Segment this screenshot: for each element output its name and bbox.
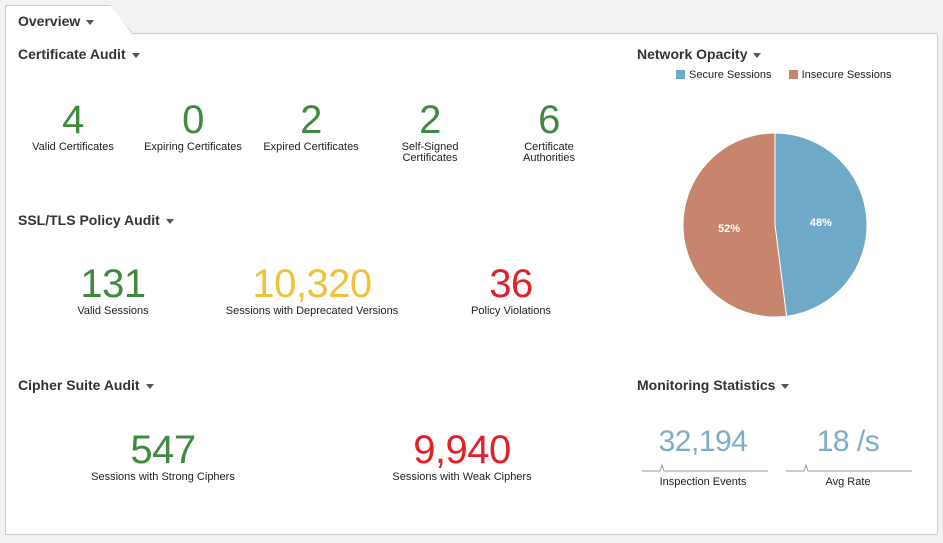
certificate-audit-title-text: Certificate Audit — [18, 46, 126, 62]
metric-weak-ciphers: 9,940 Sessions with Weak Ciphers — [392, 430, 531, 483]
chevron-down-icon — [165, 218, 174, 224]
metric-label: Certificates — [402, 152, 458, 164]
pie-slice-secure-sessions[interactable] — [774, 132, 868, 317]
chevron-down-icon — [145, 383, 154, 389]
metric-value: 10,320 — [252, 262, 372, 306]
metric-valid-certificates: 4 Valid Certificates — [32, 100, 114, 153]
metric-label: Sessions with Deprecated Versions — [225, 305, 399, 317]
legend-label-secure: Secure Sessions — [689, 69, 772, 81]
metric-label: Certificate — [524, 141, 574, 153]
metric-self-signed-certificates: 2 Self-Signed Certificates — [402, 100, 459, 164]
metric-inspection-events: 32,194 Inspection Events — [659, 427, 748, 488]
network-opacity-pie-chart: 48% 52% — [682, 132, 868, 318]
inspection-events-sparkline — [642, 463, 768, 472]
cipher-suite-audit-title[interactable]: Cipher Suite Audit — [18, 377, 154, 393]
pie-data-label: 48% — [810, 217, 832, 229]
tab-overview-label: Overview — [18, 13, 81, 29]
metric-value: 2 — [300, 98, 322, 142]
chevron-down-icon — [753, 52, 762, 58]
legend-swatch-secure — [676, 70, 685, 79]
metric-label: Valid Sessions — [77, 305, 149, 317]
legend-item-insecure[interactable]: Insecure Sessions — [788, 69, 892, 81]
metric-expiring-certificates: 0 Expiring Certificates — [144, 100, 242, 153]
network-opacity-title-text: Network Opacity — [637, 46, 748, 62]
pie-legend: Secure Sessions Insecure Sessions — [676, 69, 906, 81]
metric-deprecated-versions: 10,320 Sessions with Deprecated Versions — [226, 264, 398, 317]
metric-label: Policy Violations — [471, 305, 551, 317]
metric-policy-violations: 36 Policy Violations — [471, 264, 551, 317]
metric-label: Authorities — [523, 152, 575, 164]
metric-label: Inspection Events — [659, 476, 747, 488]
metric-value: 18 /s — [816, 425, 880, 458]
metric-value: 6 — [538, 98, 560, 142]
cipher-suite-audit-title-text: Cipher Suite Audit — [18, 377, 140, 393]
legend-item-secure[interactable]: Secure Sessions — [676, 69, 772, 81]
metric-expired-certificates: 2 Expired Certificates — [263, 100, 358, 153]
monitoring-statistics-title-text: Monitoring Statistics — [637, 377, 776, 393]
avg-rate-sparkline — [786, 463, 912, 472]
metric-label: Expired Certificates — [263, 141, 359, 153]
metric-label: Sessions with Strong Ciphers — [91, 471, 235, 483]
metric-label: Sessions with Weak Ciphers — [392, 471, 532, 483]
metric-value: 36 — [489, 262, 533, 306]
metric-valid-sessions: 131 Valid Sessions — [77, 264, 148, 317]
chevron-down-icon — [781, 383, 790, 389]
metric-value: 0 — [182, 98, 204, 142]
legend-label-insecure: Insecure Sessions — [801, 69, 892, 81]
pie-slice-insecure-sessions[interactable] — [682, 132, 788, 318]
ssl-policy-audit-title-text: SSL/TLS Policy Audit — [18, 212, 160, 228]
metric-value: 131 — [80, 262, 146, 306]
metric-avg-rate: 18 /s Avg Rate — [817, 427, 880, 488]
metric-value: 547 — [130, 428, 196, 472]
tab-overview[interactable]: Overview — [5, 5, 133, 35]
network-opacity-title[interactable]: Network Opacity — [637, 46, 762, 62]
metric-label: Expiring Certificates — [144, 141, 242, 153]
chevron-down-icon — [86, 19, 95, 25]
metric-label: Avg Rate — [825, 476, 871, 488]
pie-data-label: 52% — [718, 223, 740, 235]
metric-value: 9,940 — [413, 428, 511, 472]
metric-value: 4 — [62, 98, 84, 142]
metric-value: 32,194 — [658, 425, 748, 458]
metric-value: 2 — [419, 98, 441, 142]
certificate-audit-title[interactable]: Certificate Audit — [18, 46, 140, 62]
ssl-policy-audit-title[interactable]: SSL/TLS Policy Audit — [18, 212, 174, 228]
metric-label: Self-Signed — [401, 141, 459, 153]
monitoring-statistics-title[interactable]: Monitoring Statistics — [637, 377, 790, 393]
chevron-down-icon — [131, 52, 140, 58]
legend-swatch-insecure — [788, 70, 798, 79]
metric-certificate-authorities: 6 Certificate Authorities — [523, 100, 575, 164]
metric-strong-ciphers: 547 Sessions with Strong Ciphers — [91, 430, 235, 483]
metric-label: Valid Certificates — [32, 141, 114, 153]
